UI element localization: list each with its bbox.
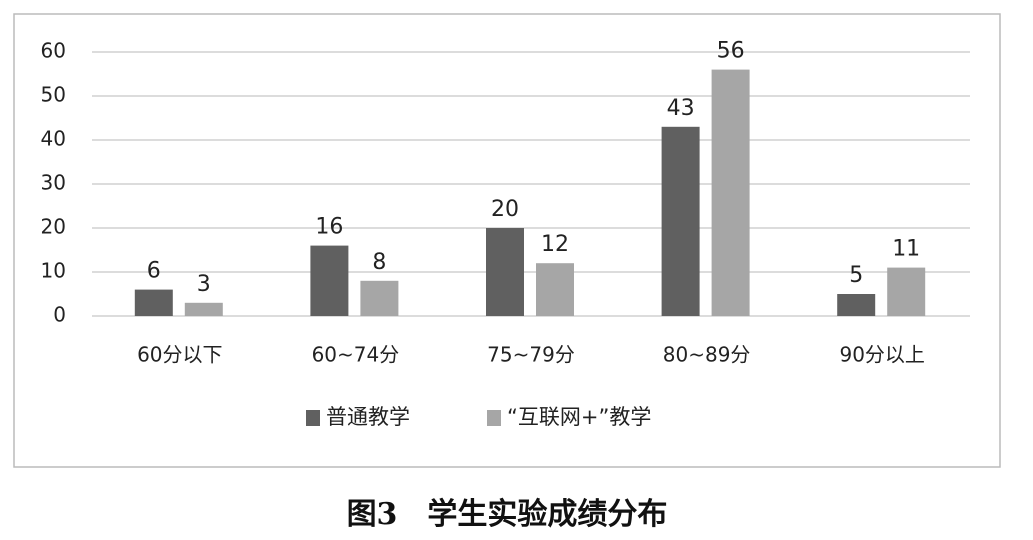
- x-tick-label: 90分以上: [839, 343, 924, 367]
- y-tick-label: 10: [41, 259, 66, 283]
- data-label: 8: [372, 250, 386, 275]
- data-label: 3: [197, 272, 211, 297]
- bar: [711, 69, 750, 316]
- bar: [837, 294, 876, 316]
- x-tick-label: 60~74分: [312, 343, 400, 367]
- x-tick-label: 80~89分: [663, 343, 751, 367]
- bar: [661, 126, 700, 316]
- chart-title: 图3 学生实验成绩分布: [347, 497, 668, 532]
- x-tick-label: 60分以下: [137, 343, 222, 367]
- y-tick-label: 20: [41, 215, 66, 239]
- data-label: 56: [717, 39, 745, 64]
- bar: [887, 267, 926, 316]
- y-tick-label: 30: [41, 171, 66, 195]
- data-label: 20: [491, 197, 519, 222]
- data-label: 6: [147, 259, 161, 284]
- y-tick-label: 60: [41, 39, 66, 63]
- data-label: 5: [849, 263, 863, 288]
- y-tick-label: 0: [53, 303, 66, 327]
- data-label: 43: [667, 96, 695, 121]
- bar: [310, 245, 349, 316]
- bar: [536, 263, 574, 316]
- data-label: 12: [541, 232, 569, 257]
- bar: [184, 302, 223, 316]
- data-label: 16: [315, 215, 343, 240]
- legend-swatch: [306, 410, 320, 426]
- bar: [486, 228, 524, 316]
- bar: [360, 280, 399, 316]
- bar: [134, 289, 173, 316]
- legend-label: 普通教学: [326, 405, 410, 429]
- y-tick-label: 40: [41, 127, 66, 151]
- legend-swatch: [487, 410, 501, 426]
- x-tick-label: 75~79分: [487, 343, 575, 367]
- legend-label: “互联网+”教学: [507, 405, 651, 429]
- y-tick-label: 50: [41, 83, 66, 107]
- data-label: 11: [892, 237, 920, 262]
